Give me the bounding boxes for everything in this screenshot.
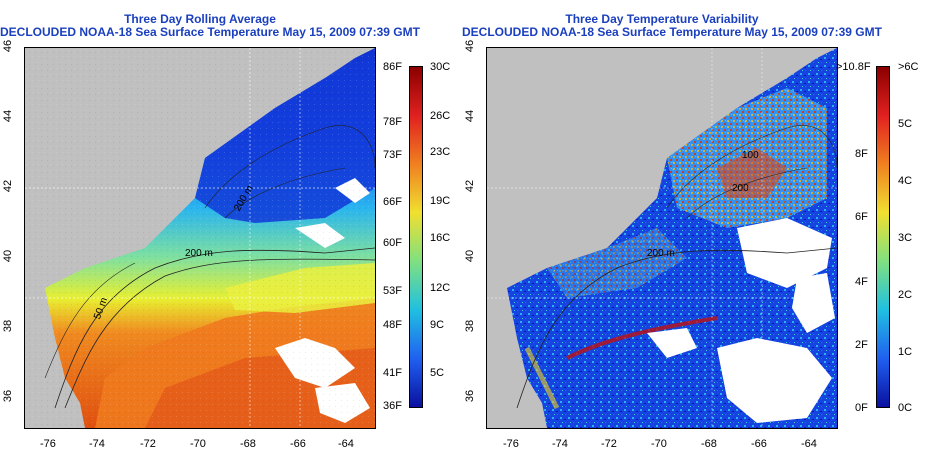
x-tick: -74 [89,438,105,450]
colorbar-label: 60F [383,237,402,249]
colorbar-label: >10.8F [836,61,871,73]
y-tick: 42 [464,179,477,193]
colorbar-label: 1C [898,346,913,358]
colorbar-label: 4F [855,276,868,288]
x-tick: -66 [751,438,767,450]
colorbar-label: 16C [430,232,451,244]
colorbar-label: 53F [383,285,402,297]
contour-label: 200 m [647,248,675,259]
colorbar-label: 2C [898,289,913,301]
colorbar-label: 86F [383,61,402,73]
y-tick: 46 [464,39,477,53]
colorbar-label: 19C [430,195,451,207]
colorbar-label: 78F [383,116,402,128]
x-tick: -76 [503,438,519,450]
y-tick: 44 [464,109,477,123]
colorbar-label: 0C [898,402,913,414]
right-variability-map: 200 m 200 100 [486,47,838,429]
right-title-line1: Three Day Temperature Variability [565,12,759,26]
x-tick: -76 [40,438,56,450]
right-title-line2: DECLOUDED NOAA-18 Sea Surface Temperatur… [462,25,882,39]
x-tick: -68 [240,438,256,450]
colorbar-label: 3C [898,232,913,244]
y-tick: 38 [2,319,15,333]
left-title-line2: DECLOUDED NOAA-18 Sea Surface Temperatur… [0,25,420,39]
x-tick: -66 [290,438,306,450]
colorbar-label: 9C [430,319,445,331]
contour-200m [54,247,375,409]
y-tick: 40 [2,249,15,263]
x-tick: -64 [338,438,354,450]
contour-label: 200 m [185,248,213,259]
x-tick: -70 [190,438,206,450]
x-tick: -64 [801,438,817,450]
colorbar-label: 4C [898,175,913,187]
left-colorbar [409,66,423,408]
left-sst-map: 200 m 200 m 50 m [24,47,376,429]
colorbar-label: 12C [430,282,451,294]
y-tick: 36 [2,389,15,403]
colorbar-label: 5C [898,118,913,130]
colorbar-label: 6F [855,211,868,223]
colorbar-label: 0F [855,402,868,414]
colorbar-label: >6C [898,61,919,73]
y-tick: 40 [464,249,477,263]
x-tick: -74 [552,438,568,450]
colorbar-label: 26C [430,110,451,122]
left-title-line1: Three Day Rolling Average [124,12,276,26]
contour-label: 100 [742,150,759,161]
colorbar-label: 41F [383,367,402,379]
y-tick: 44 [2,109,15,123]
x-tick: -72 [140,438,156,450]
colorbar-label: 48F [383,319,402,331]
y-tick: 36 [464,389,477,403]
colorbar-label: 8F [855,148,868,160]
colorbar-label: 66F [383,196,402,208]
x-tick: -72 [601,438,617,450]
x-tick: -70 [651,438,667,450]
x-tick: -68 [701,438,717,450]
right-colorbar [876,66,890,408]
y-tick: 46 [2,39,15,53]
colorbar-label: 30C [430,61,451,73]
contour-200m [516,247,837,409]
y-tick: 38 [464,319,477,333]
y-tick: 42 [2,179,15,193]
colorbar-label: 23C [430,146,451,158]
colorbar-label: 73F [383,149,402,161]
contour-label: 200 [732,183,749,194]
colorbar-label: 5C [430,367,445,379]
colorbar-label: 2F [855,339,868,351]
colorbar-label: 36F [383,400,402,412]
